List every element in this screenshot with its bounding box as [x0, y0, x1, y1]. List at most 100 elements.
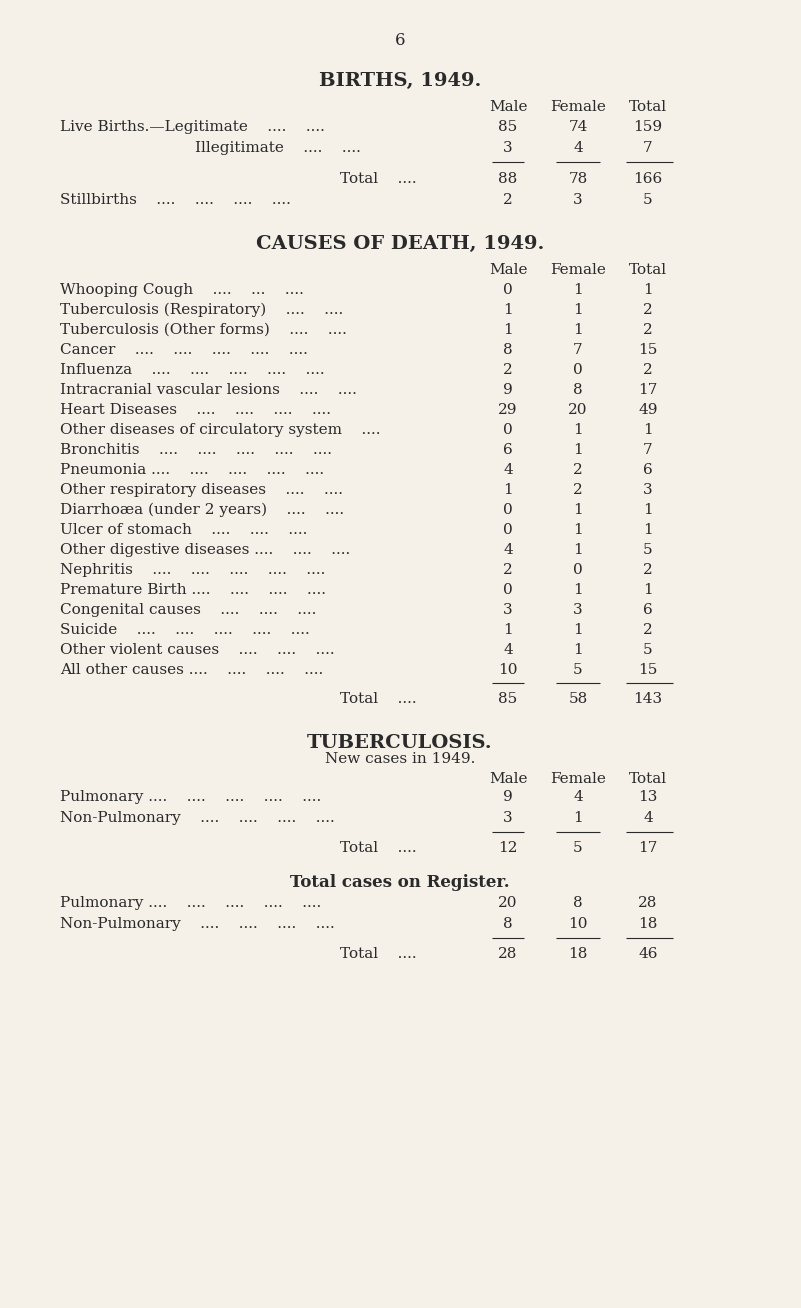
Text: 1: 1 — [503, 323, 513, 337]
Text: Suicide    ....    ....    ....    ....    ....: Suicide .... .... .... .... .... — [60, 623, 310, 637]
Text: Tuberculosis (Other forms)    ....    ....: Tuberculosis (Other forms) .... .... — [60, 323, 347, 337]
Text: Pulmonary ....    ....    ....    ....    ....: Pulmonary .... .... .... .... .... — [60, 790, 321, 804]
Text: Male: Male — [489, 99, 527, 114]
Text: Heart Diseases    ....    ....    ....    ....: Heart Diseases .... .... .... .... — [60, 403, 331, 417]
Text: Total: Total — [629, 99, 667, 114]
Text: 78: 78 — [569, 171, 588, 186]
Text: All other causes ....    ....    ....    ....: All other causes .... .... .... .... — [60, 663, 324, 678]
Text: 85: 85 — [498, 120, 517, 133]
Text: 8: 8 — [574, 896, 583, 910]
Text: 15: 15 — [638, 663, 658, 678]
Text: 1: 1 — [574, 443, 583, 456]
Text: New cases in 1949.: New cases in 1949. — [325, 752, 475, 766]
Text: 1: 1 — [643, 422, 653, 437]
Text: Other digestive diseases ....    ....    ....: Other digestive diseases .... .... .... — [60, 543, 350, 557]
Text: 2: 2 — [503, 562, 513, 577]
Text: Illegitimate    ....    ....: Illegitimate .... .... — [195, 141, 361, 156]
Text: Total    ....: Total .... — [340, 692, 417, 706]
Text: 18: 18 — [638, 917, 658, 931]
Text: 2: 2 — [643, 323, 653, 337]
Text: 1: 1 — [574, 283, 583, 297]
Text: Tuberculosis (Respiratory)    ....    ....: Tuberculosis (Respiratory) .... .... — [60, 303, 344, 318]
Text: 8: 8 — [503, 343, 513, 357]
Text: 8: 8 — [503, 917, 513, 931]
Text: 2: 2 — [574, 463, 583, 477]
Text: 1: 1 — [574, 422, 583, 437]
Text: 20: 20 — [498, 896, 517, 910]
Text: Congenital causes    ....    ....    ....: Congenital causes .... .... .... — [60, 603, 316, 617]
Text: 6: 6 — [643, 463, 653, 477]
Text: 6: 6 — [503, 443, 513, 456]
Text: Total: Total — [629, 772, 667, 786]
Text: 46: 46 — [638, 947, 658, 961]
Text: 58: 58 — [569, 692, 588, 706]
Text: 1: 1 — [643, 504, 653, 517]
Text: 1: 1 — [574, 303, 583, 317]
Text: Other diseases of circulatory system    ....: Other diseases of circulatory system ...… — [60, 422, 380, 437]
Text: 9: 9 — [503, 383, 513, 398]
Text: Total    ....: Total .... — [340, 841, 417, 855]
Text: BIRTHS, 1949.: BIRTHS, 1949. — [319, 72, 481, 90]
Text: 1: 1 — [574, 504, 583, 517]
Text: Diarrhoæa (under 2 years)    ....    ....: Diarrhoæa (under 2 years) .... .... — [60, 504, 344, 518]
Text: 159: 159 — [634, 120, 662, 133]
Text: 1: 1 — [643, 523, 653, 538]
Text: 3: 3 — [503, 811, 513, 825]
Text: 7: 7 — [643, 141, 653, 156]
Text: 0: 0 — [503, 523, 513, 538]
Text: 4: 4 — [574, 790, 583, 804]
Text: 49: 49 — [638, 403, 658, 417]
Text: Pneumonia ....    ....    ....    ....    ....: Pneumonia .... .... .... .... .... — [60, 463, 324, 477]
Text: Male: Male — [489, 263, 527, 277]
Text: 2: 2 — [574, 483, 583, 497]
Text: 28: 28 — [498, 947, 517, 961]
Text: 4: 4 — [503, 543, 513, 557]
Text: Cancer    ....    ....    ....    ....    ....: Cancer .... .... .... .... .... — [60, 343, 308, 357]
Text: 2: 2 — [643, 364, 653, 377]
Text: Total    ....: Total .... — [340, 947, 417, 961]
Text: 0: 0 — [574, 364, 583, 377]
Text: 1: 1 — [503, 623, 513, 637]
Text: Nephritis    ....    ....    ....    ....    ....: Nephritis .... .... .... .... .... — [60, 562, 325, 577]
Text: 4: 4 — [503, 644, 513, 657]
Text: 12: 12 — [498, 841, 517, 855]
Text: Non-Pulmonary    ....    ....    ....    ....: Non-Pulmonary .... .... .... .... — [60, 917, 335, 931]
Text: 1: 1 — [574, 811, 583, 825]
Text: 143: 143 — [634, 692, 662, 706]
Text: 3: 3 — [574, 194, 583, 207]
Text: 1: 1 — [643, 283, 653, 297]
Text: 0: 0 — [503, 422, 513, 437]
Text: 2: 2 — [643, 303, 653, 317]
Text: 2: 2 — [643, 623, 653, 637]
Text: 1: 1 — [503, 483, 513, 497]
Text: Female: Female — [550, 772, 606, 786]
Text: Male: Male — [489, 772, 527, 786]
Text: 13: 13 — [638, 790, 658, 804]
Text: 1: 1 — [574, 583, 583, 596]
Text: 85: 85 — [498, 692, 517, 706]
Text: Total cases on Register.: Total cases on Register. — [290, 874, 509, 891]
Text: Female: Female — [550, 263, 606, 277]
Text: 20: 20 — [568, 403, 588, 417]
Text: 7: 7 — [643, 443, 653, 456]
Text: 28: 28 — [638, 896, 658, 910]
Text: Live Births.—Legitimate    ....    ....: Live Births.—Legitimate .... .... — [60, 120, 325, 133]
Text: 2: 2 — [503, 194, 513, 207]
Text: Whooping Cough    ....    ...    ....: Whooping Cough .... ... .... — [60, 283, 304, 297]
Text: 1: 1 — [574, 644, 583, 657]
Text: 3: 3 — [643, 483, 653, 497]
Text: 0: 0 — [574, 562, 583, 577]
Text: 9: 9 — [503, 790, 513, 804]
Text: 29: 29 — [498, 403, 517, 417]
Text: 5: 5 — [643, 543, 653, 557]
Text: 10: 10 — [498, 663, 517, 678]
Text: 1: 1 — [574, 623, 583, 637]
Text: 1: 1 — [503, 303, 513, 317]
Text: 166: 166 — [634, 171, 662, 186]
Text: Female: Female — [550, 99, 606, 114]
Text: 4: 4 — [574, 141, 583, 156]
Text: Pulmonary ....    ....    ....    ....    ....: Pulmonary .... .... .... .... .... — [60, 896, 321, 910]
Text: 74: 74 — [569, 120, 588, 133]
Text: 3: 3 — [574, 603, 583, 617]
Text: Total: Total — [629, 263, 667, 277]
